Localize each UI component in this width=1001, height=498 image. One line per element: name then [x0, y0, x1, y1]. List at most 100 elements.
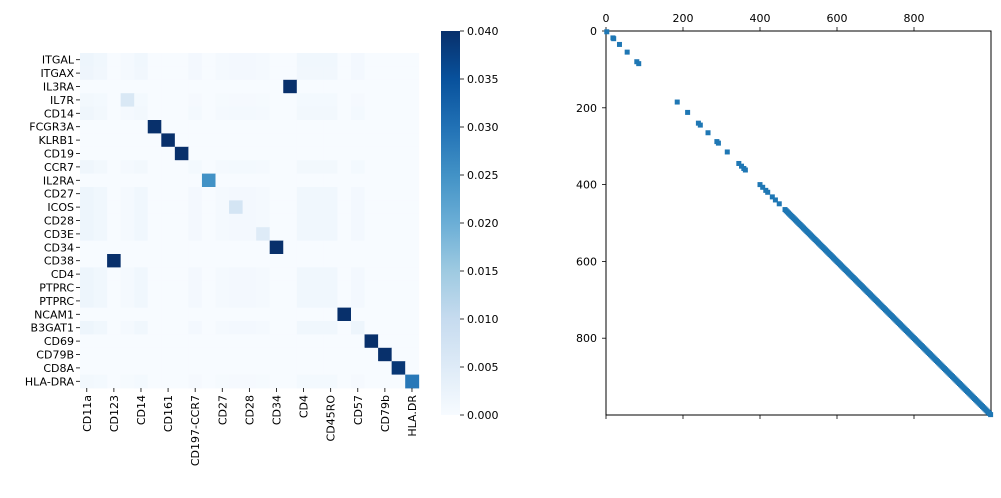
heatmap-cell — [296, 347, 311, 362]
scatter-point — [697, 122, 703, 128]
heatmap-cell — [378, 321, 393, 335]
heatmap-cell — [405, 120, 420, 134]
heatmap-cell — [174, 294, 189, 308]
heatmap-cell — [391, 133, 406, 148]
row-tick-label: CCR7 — [44, 161, 74, 174]
heatmap-cell — [80, 294, 94, 308]
heatmap-cell — [134, 227, 149, 241]
heatmap-cell — [174, 120, 189, 134]
heatmap-cell — [147, 361, 162, 375]
heatmap-cell — [134, 146, 149, 161]
heatmap-cell — [323, 307, 338, 322]
heatmap-cell — [378, 200, 393, 215]
heatmap-cell — [378, 120, 393, 134]
heatmap-cell — [201, 53, 216, 67]
row-tick-label: PTPRC — [39, 282, 74, 295]
heatmap-cell — [269, 173, 284, 188]
heatmap-cell — [364, 267, 379, 282]
heatmap-cell — [120, 53, 135, 67]
heatmap-cell — [364, 133, 379, 148]
heatmap-cell — [161, 53, 176, 67]
heatmap-cell — [269, 267, 284, 282]
heatmap-cell — [256, 240, 271, 255]
scatter-point — [685, 109, 691, 115]
heatmap-cell — [242, 213, 257, 228]
scatter-point — [611, 36, 617, 42]
heatmap-cell — [107, 53, 122, 67]
scatter-point — [674, 99, 680, 105]
heatmap-cell — [364, 146, 379, 161]
heatmap-cell — [174, 307, 189, 322]
heatmap-cell — [80, 334, 94, 349]
heatmap-cell — [391, 146, 406, 161]
heatmap-cell — [120, 267, 135, 282]
heatmap-cell — [120, 187, 135, 201]
heatmap-cell — [80, 307, 94, 322]
heatmap-cell — [283, 160, 298, 174]
heatmap-cell — [269, 200, 284, 215]
scatter-point — [769, 194, 775, 200]
heatmap-cell — [364, 79, 379, 94]
heatmap-cell — [161, 361, 176, 375]
heatmap-cell — [296, 106, 311, 121]
heatmap-cell — [283, 334, 298, 349]
heatmap-cell — [337, 374, 352, 389]
heatmap-cell — [229, 280, 243, 295]
heatmap-cell — [201, 334, 216, 349]
heatmap-cell — [283, 53, 298, 67]
heatmap-cell — [296, 213, 311, 228]
heatmap-cell — [229, 361, 243, 375]
heatmap-cell — [134, 321, 149, 335]
heatmap-cell — [323, 53, 338, 67]
heatmap-cell — [80, 200, 94, 215]
heatmap-cell — [405, 160, 420, 174]
heatmap-cell — [364, 213, 379, 228]
col-tick-label: CD45RO — [325, 395, 338, 442]
x-tick-label: 400 — [750, 12, 771, 25]
heatmap-cell — [242, 133, 257, 148]
heatmap-cell — [283, 79, 298, 94]
heatmap-cell — [161, 187, 176, 201]
heatmap-cell — [161, 334, 176, 349]
heatmap-cell — [93, 120, 108, 134]
heatmap-cell — [201, 173, 216, 188]
heatmap-cell — [378, 294, 393, 308]
heatmap-cell — [378, 93, 393, 107]
heatmap-cell — [391, 267, 406, 282]
heatmap-cell — [256, 133, 271, 148]
heatmap-cell — [134, 106, 149, 121]
heatmap-cell — [201, 307, 216, 322]
heatmap-cell — [269, 254, 284, 268]
heatmap-cell — [283, 200, 298, 215]
heatmap-cell — [107, 146, 122, 161]
heatmap-cell — [351, 294, 365, 308]
heatmap-cell — [229, 307, 243, 322]
heatmap-cell — [323, 334, 338, 349]
heatmap-cell — [337, 173, 352, 188]
scatter-point — [636, 61, 642, 67]
heatmap-cell — [80, 79, 94, 94]
heatmap-cell — [120, 321, 135, 335]
heatmap-cell — [147, 227, 162, 241]
heatmap-cell — [296, 146, 311, 161]
heatmap-cell — [215, 307, 230, 322]
heatmap-cell — [310, 93, 325, 107]
heatmap-cell — [310, 53, 325, 67]
heatmap-cell — [351, 267, 365, 282]
heatmap-cell — [120, 227, 135, 241]
heatmap-cell — [93, 347, 108, 362]
colorbar-tick-label: 0.000 — [467, 409, 499, 422]
row-tick-label: KLRB1 — [38, 134, 74, 147]
heatmap-cell — [405, 267, 420, 282]
heatmap-cell — [107, 213, 122, 228]
heatmap-cell — [147, 321, 162, 335]
heatmap-cell — [364, 361, 379, 375]
heatmap-cell — [296, 294, 311, 308]
heatmap-cell — [337, 93, 352, 107]
heatmap-cell — [229, 53, 243, 67]
heatmap-cell — [201, 146, 216, 161]
heatmap-cell — [120, 254, 135, 268]
heatmap-cell — [391, 321, 406, 335]
heatmap-cell — [93, 200, 108, 215]
heatmap-cell — [174, 321, 189, 335]
